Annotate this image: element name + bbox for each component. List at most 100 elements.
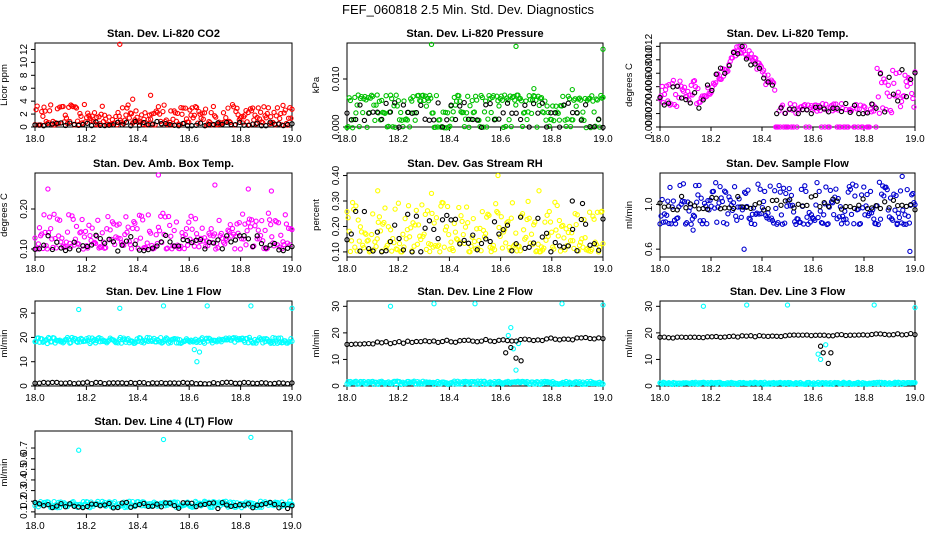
data-point <box>762 188 768 195</box>
data-point <box>848 211 855 218</box>
data-point <box>587 242 593 248</box>
y-tick-label: 0.2 <box>19 494 30 508</box>
data-point <box>531 222 537 228</box>
data-point <box>123 214 129 220</box>
data-point <box>804 332 810 338</box>
data-point <box>110 380 117 386</box>
data-point <box>678 193 685 200</box>
panel-8: Stan. Dev. Line 2 Flow ml/min 18.0 18.2 18.4… <box>311 286 613 404</box>
data-point <box>49 504 56 511</box>
data-point <box>555 233 561 239</box>
data-point <box>99 338 105 344</box>
data-point <box>471 238 478 245</box>
data-point <box>218 230 224 237</box>
data-point <box>426 117 433 123</box>
data-point <box>288 226 294 232</box>
data-point <box>252 223 258 229</box>
data-point <box>444 110 451 116</box>
data-point <box>569 198 575 204</box>
data-point <box>563 123 569 130</box>
data-point <box>268 188 275 194</box>
data-point <box>283 221 290 227</box>
data-point <box>877 71 884 77</box>
panel-6: Stan. Dev. Sample Flow ml/min 18.0 18.2 18.4… <box>624 158 925 275</box>
data-point <box>54 503 60 509</box>
data-point <box>825 109 832 115</box>
data-point <box>84 379 90 385</box>
data-point <box>176 505 182 511</box>
data-point <box>167 500 173 506</box>
data-point <box>838 101 845 107</box>
data-point <box>160 303 167 309</box>
data-point <box>825 203 832 209</box>
data-point <box>784 203 790 209</box>
data-point <box>208 226 214 232</box>
data-point <box>260 120 266 126</box>
data-point <box>448 339 454 345</box>
data-point <box>566 223 573 230</box>
data-point <box>761 207 767 213</box>
data-point <box>496 224 502 231</box>
data-point <box>147 230 154 236</box>
data-point <box>526 93 532 99</box>
x-tick-label: 18.6 <box>179 134 199 145</box>
data-point <box>197 380 204 387</box>
x-tick-label: 19.0 <box>282 521 302 532</box>
y-axis-label: kPa <box>311 76 322 93</box>
data-point <box>772 188 778 194</box>
data-point <box>356 238 362 244</box>
data-point <box>470 232 476 238</box>
series-reference <box>657 43 918 117</box>
data-point <box>362 381 368 387</box>
data-point <box>123 112 129 118</box>
data-point <box>661 334 667 340</box>
data-point <box>158 504 164 510</box>
panel-10: Stan. Dev. Line 4 (LT) Flow ml/min 18.0 18.… <box>0 416 302 532</box>
data-point <box>363 231 369 237</box>
data-point <box>165 213 172 220</box>
data-point <box>543 237 549 243</box>
data-point <box>672 221 679 227</box>
data-point <box>243 242 249 248</box>
panel-title: Stan. Dev. Line 2 Flow <box>417 286 533 298</box>
data-point <box>748 333 754 339</box>
data-point <box>289 243 295 250</box>
x-tick-label: 18.6 <box>803 264 823 275</box>
data-point <box>225 227 231 233</box>
x-tick-label: 18.6 <box>179 393 199 404</box>
data-point <box>471 109 478 115</box>
data-point <box>661 204 667 210</box>
data-point <box>448 217 454 223</box>
data-point <box>528 231 535 237</box>
data-point <box>733 213 739 219</box>
data-point <box>513 355 519 361</box>
data-point <box>154 501 160 507</box>
data-point <box>58 380 64 386</box>
data-point <box>845 124 851 130</box>
data-point <box>102 240 108 246</box>
data-point <box>354 381 360 387</box>
data-point <box>723 189 729 195</box>
data-point <box>730 205 737 212</box>
data-point <box>167 239 173 245</box>
data-point <box>208 109 214 116</box>
data-point <box>348 238 355 244</box>
data-point <box>193 122 199 128</box>
data-point <box>735 334 741 340</box>
data-point <box>828 199 835 205</box>
data-point <box>582 334 589 341</box>
data-point <box>191 112 198 118</box>
data-point <box>513 230 519 236</box>
data-point <box>173 219 180 225</box>
data-point <box>661 102 667 108</box>
data-point <box>176 340 182 346</box>
data-point <box>381 219 387 226</box>
data-point <box>379 340 385 346</box>
data-point <box>761 333 767 339</box>
data-point <box>841 216 847 223</box>
data-point <box>421 231 427 237</box>
data-point <box>267 381 273 387</box>
data-point <box>543 124 550 130</box>
data-point <box>483 336 489 343</box>
data-point <box>81 234 88 240</box>
